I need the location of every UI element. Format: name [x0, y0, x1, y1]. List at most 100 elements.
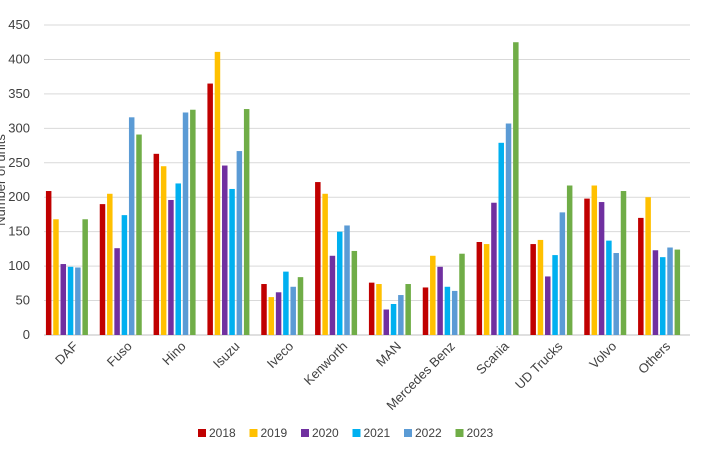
legend-label: 2019: [261, 426, 288, 440]
x-tick-label: Fuso: [104, 339, 135, 370]
bar-2023-man: [405, 284, 411, 335]
bar-2020-others: [652, 250, 659, 335]
bar-2019-scania: [483, 244, 490, 335]
x-tick-label: DAF: [52, 338, 81, 367]
bar-2023-others: [674, 249, 681, 335]
bar-2020-iveco: [275, 292, 282, 335]
legend-label: 2021: [364, 426, 391, 440]
bar-2022-man: [398, 295, 404, 335]
bar-2023-isuzu: [243, 109, 250, 336]
bar-2018-hino: [153, 153, 160, 335]
bar-2019-others: [645, 197, 651, 335]
bar-2023-scania: [513, 42, 519, 335]
y-tick-label: 200: [8, 189, 30, 204]
y-tick-label: 400: [8, 51, 30, 66]
bar-2022-ud-trucks: [559, 212, 566, 335]
bar-2019-isuzu: [214, 51, 221, 335]
bar-2018-scania: [476, 242, 483, 335]
x-tick-label: Hino: [159, 339, 189, 369]
bar-2020-man: [383, 309, 390, 335]
bar-2019-volvo: [591, 185, 598, 335]
bar-2019-kenworth: [322, 193, 328, 335]
bar-2021-fuso: [121, 215, 128, 335]
bar-2021-others: [659, 257, 666, 335]
bar-2020-volvo: [598, 202, 605, 335]
legend-swatch-2022: [404, 429, 412, 437]
bar-2018-ud-trucks: [530, 244, 536, 335]
bar-2021-volvo: [606, 240, 612, 335]
x-tick-label: Others: [635, 338, 674, 377]
bar-2022-iveco: [290, 286, 296, 335]
bar-2021-hino: [175, 183, 181, 335]
bar-2022-others: [667, 247, 673, 335]
legend-label: 2022: [415, 426, 442, 440]
bar-2021-mercedes-benz: [444, 286, 451, 335]
x-tick-label: Iveco: [264, 339, 297, 372]
bar-2022-daf: [75, 267, 81, 335]
y-tick-label: 300: [8, 120, 30, 135]
y-tick-label: 100: [8, 258, 30, 273]
bar-2021-man: [390, 304, 397, 335]
bar-2021-scania: [498, 142, 504, 335]
bar-2023-hino: [190, 109, 196, 335]
bar-2023-kenworth: [351, 250, 358, 335]
bar-2020-mercedes-benz: [437, 266, 443, 335]
y-tick-label: 50: [16, 293, 30, 308]
bar-2021-iveco: [283, 271, 289, 335]
bar-2023-ud-trucks: [566, 185, 573, 335]
bar-2023-daf: [82, 219, 88, 335]
bar-2020-ud-trucks: [545, 276, 551, 335]
bar-2019-ud-trucks: [537, 239, 544, 335]
y-tick-label: 350: [8, 86, 30, 101]
legend-label: 2020: [312, 426, 339, 440]
bar-2018-kenworth: [315, 182, 321, 335]
legend-label: 2023: [467, 426, 494, 440]
bar-2019-hino: [160, 166, 167, 335]
legend-swatch-2018: [198, 429, 206, 437]
bar-2020-hino: [168, 199, 174, 335]
y-tick-label: 250: [8, 155, 30, 170]
legend-swatch-2021: [352, 429, 361, 437]
bar-2023-mercedes-benz: [459, 253, 465, 335]
bar-2019-daf: [53, 219, 59, 335]
bar-2020-kenworth: [329, 255, 336, 335]
bar-2018-isuzu: [207, 83, 213, 335]
legend: 2018 2019 2020 2021 2022 2023: [198, 426, 494, 440]
bar-2023-fuso: [136, 134, 142, 335]
bar-2018-daf: [45, 191, 52, 335]
bar-2021-isuzu: [229, 188, 235, 335]
legend-swatch-2019: [249, 429, 258, 437]
bar-2018-fuso: [99, 204, 106, 335]
legend-swatch-2023: [455, 429, 464, 437]
bar-2019-man: [376, 284, 382, 335]
y-axis-label: Number of units: [0, 134, 8, 226]
x-tick-label: Volvo: [586, 339, 619, 372]
bar-2021-kenworth: [336, 231, 343, 335]
bar-2021-daf: [67, 266, 74, 335]
bar-2018-man: [368, 282, 375, 335]
y-tick-label: 150: [8, 224, 30, 239]
bar-2022-kenworth: [344, 225, 350, 335]
bar-2018-volvo: [584, 198, 590, 335]
bar-2022-volvo: [613, 253, 619, 335]
bars: [45, 42, 681, 336]
bar-2020-daf: [60, 264, 67, 335]
bar-2018-iveco: [261, 284, 267, 335]
bar-2020-scania: [491, 202, 497, 335]
y-tick-label: 450: [8, 17, 30, 32]
x-tick-label: MAN: [373, 339, 404, 370]
x-tick-label: Kenworth: [301, 339, 350, 388]
x-tick-label: Isuzu: [210, 339, 243, 372]
bar-2019-iveco: [268, 297, 275, 335]
x-tick-label: Scania: [473, 338, 512, 377]
bar-2019-mercedes-benz: [430, 255, 436, 335]
x-tick-label: UD Trucks: [512, 338, 566, 392]
bar-2018-others: [638, 217, 644, 335]
y-axis-ticks: 0 50 100 150 200 250 300 350 400 450: [8, 17, 30, 342]
bar-2022-hino: [182, 112, 189, 335]
bar-2023-volvo: [620, 191, 627, 335]
bar-2019-fuso: [107, 193, 113, 335]
x-axis: DAF Fuso Hino Isuzu Iveco Kenworth MANMercedes…: [52, 338, 674, 413]
gridlines: [44, 24, 690, 336]
bar-2022-isuzu: [236, 151, 243, 335]
